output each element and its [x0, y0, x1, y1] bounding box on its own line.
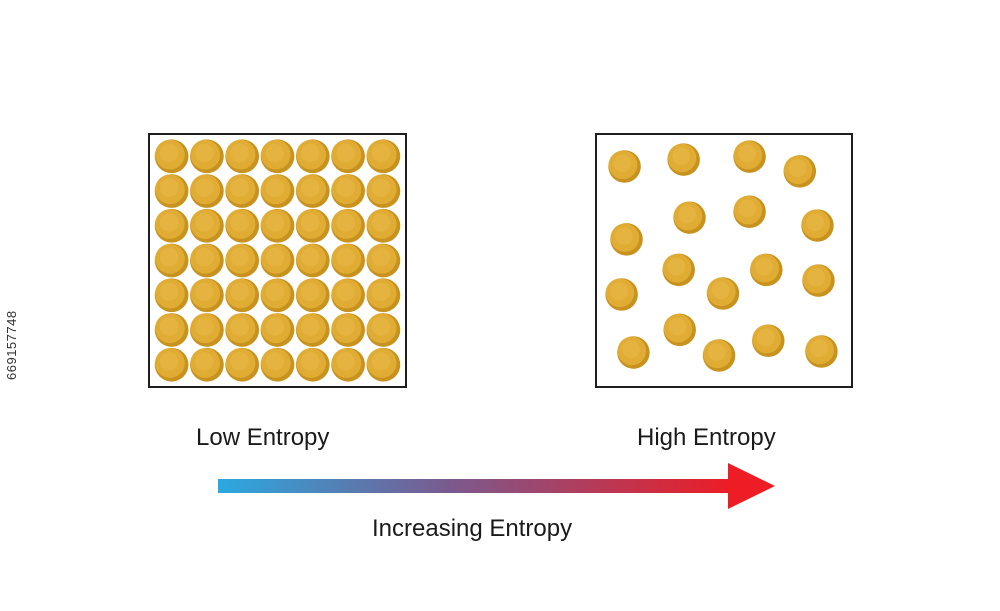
particle	[366, 243, 401, 278]
particle	[225, 243, 260, 278]
particle	[733, 195, 766, 229]
high-entropy-particle-scatter	[605, 140, 838, 372]
particle	[366, 313, 401, 347]
particle	[783, 155, 817, 188]
particle	[667, 143, 700, 176]
particle	[225, 278, 260, 313]
high-entropy-box	[595, 133, 853, 388]
particle	[295, 347, 330, 382]
particle	[154, 278, 189, 313]
low-entropy-box	[148, 133, 407, 388]
particle	[154, 243, 189, 278]
particle	[260, 243, 295, 278]
increasing-entropy-arrow	[218, 463, 775, 509]
high-entropy-label: High Entropy	[637, 424, 776, 451]
low-entropy-particle-grid	[154, 139, 401, 382]
arrow-head	[728, 463, 775, 509]
particle	[331, 278, 365, 313]
particle	[295, 174, 330, 208]
particle	[154, 174, 189, 208]
particle	[260, 174, 295, 208]
arrow-shaft	[218, 479, 733, 493]
particle	[260, 347, 295, 382]
particle	[706, 277, 740, 310]
particle	[662, 253, 695, 287]
particle	[801, 209, 834, 242]
particle	[331, 313, 365, 347]
particle	[663, 313, 696, 347]
particle	[805, 335, 838, 368]
particle	[295, 278, 330, 313]
particle	[225, 139, 260, 174]
particle	[154, 208, 189, 243]
particle	[733, 140, 766, 173]
low-entropy-label: Low Entropy	[196, 424, 330, 451]
particle	[154, 139, 189, 174]
particle	[366, 208, 401, 243]
particle	[295, 243, 330, 278]
particle	[605, 278, 638, 311]
particle	[608, 150, 641, 183]
particle	[190, 208, 224, 243]
particle	[190, 243, 224, 278]
particle	[190, 313, 224, 347]
particle	[225, 347, 260, 382]
particle	[154, 313, 189, 347]
particle	[260, 313, 295, 347]
increasing-entropy-label: Increasing Entropy	[372, 515, 573, 542]
particle	[260, 208, 295, 243]
particle	[295, 208, 330, 243]
particle	[366, 278, 401, 313]
particle	[331, 347, 365, 382]
particle	[673, 201, 706, 234]
particle	[225, 174, 260, 208]
particle	[702, 339, 736, 372]
particle	[154, 347, 189, 382]
particle	[331, 174, 365, 208]
particle	[331, 139, 365, 174]
particle	[802, 264, 835, 297]
particle	[331, 208, 365, 243]
particle	[225, 313, 260, 347]
particle	[366, 174, 401, 208]
particle	[190, 174, 224, 208]
particle	[190, 139, 224, 174]
particle	[190, 347, 224, 382]
particle	[295, 139, 330, 174]
particle	[260, 139, 295, 174]
particle	[366, 347, 401, 382]
particle	[331, 243, 365, 278]
particle	[366, 139, 401, 174]
particle	[260, 278, 295, 313]
particle	[190, 278, 224, 313]
particle	[617, 336, 650, 369]
particle	[750, 253, 783, 287]
particle	[610, 223, 643, 256]
watermark-id: 669157748	[4, 310, 19, 380]
particle	[752, 324, 785, 357]
particle	[295, 313, 330, 347]
particle	[225, 208, 260, 243]
